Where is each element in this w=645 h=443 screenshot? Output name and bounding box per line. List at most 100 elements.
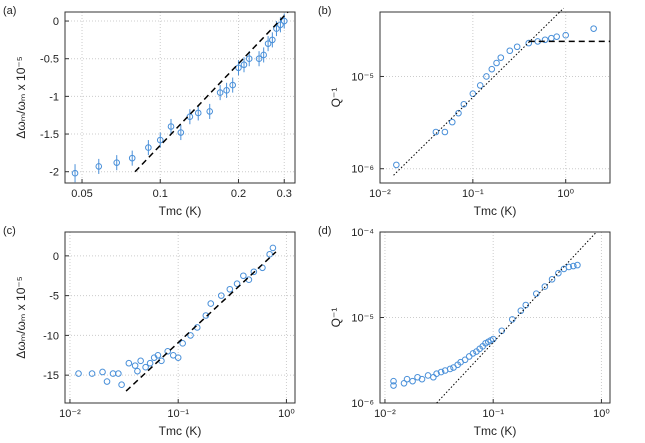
data-point bbox=[390, 382, 397, 389]
data-point bbox=[167, 123, 175, 130]
data-point bbox=[424, 372, 432, 379]
data-point bbox=[400, 379, 408, 387]
data-point bbox=[255, 55, 263, 63]
data-point bbox=[570, 262, 577, 270]
panel-label: (d) bbox=[318, 225, 331, 237]
data-point bbox=[71, 169, 79, 177]
x-tick-label: 10⁻² bbox=[369, 188, 391, 200]
data-point bbox=[137, 357, 144, 365]
data-point bbox=[233, 280, 241, 287]
data-point bbox=[541, 283, 549, 290]
data-point bbox=[403, 375, 411, 383]
data-point bbox=[393, 161, 400, 169]
data-point bbox=[409, 377, 416, 385]
data-point bbox=[223, 87, 230, 94]
y-axis-label: Q⁻¹ bbox=[329, 88, 343, 108]
data-point bbox=[488, 65, 496, 73]
data-point bbox=[156, 136, 164, 144]
y-tick-label: -1 bbox=[49, 91, 59, 103]
y-tick-label: 10⁻⁶ bbox=[351, 398, 374, 410]
data-point bbox=[269, 36, 276, 44]
data-point bbox=[240, 272, 247, 280]
panel-label: (b) bbox=[318, 5, 331, 17]
data-point bbox=[465, 353, 473, 360]
data-point bbox=[448, 118, 456, 126]
fit-line bbox=[393, 7, 564, 176]
data-point bbox=[240, 61, 248, 69]
data-point bbox=[226, 285, 234, 293]
axes-box bbox=[379, 11, 611, 184]
data-point bbox=[555, 269, 562, 277]
x-tick-label: 10⁰ bbox=[557, 188, 574, 200]
data-point bbox=[590, 25, 597, 32]
data-point bbox=[513, 43, 521, 51]
x-tick-label: 0.1 bbox=[153, 188, 168, 200]
data-point bbox=[441, 128, 449, 136]
data-point bbox=[553, 33, 561, 40]
data-point bbox=[125, 359, 133, 367]
fit-line bbox=[134, 11, 289, 173]
data-point bbox=[280, 17, 288, 25]
data-point bbox=[206, 108, 214, 115]
y-tick-label: 0 bbox=[53, 16, 59, 28]
data-point bbox=[187, 332, 194, 339]
data-point bbox=[115, 370, 122, 377]
data-point bbox=[460, 100, 468, 108]
data-point bbox=[131, 362, 139, 369]
data-point bbox=[174, 354, 182, 361]
y-tick-label: 10⁻⁴ bbox=[351, 227, 374, 239]
data-point bbox=[476, 82, 484, 89]
data-point bbox=[489, 335, 497, 343]
x-axis-label: Tmc (K) bbox=[159, 424, 202, 438]
data-point bbox=[164, 348, 172, 355]
data-point bbox=[455, 109, 462, 117]
x-tick-label: 10⁻² bbox=[59, 408, 81, 420]
y-tick-label: 10⁻⁵ bbox=[351, 71, 374, 83]
data-point bbox=[245, 55, 253, 63]
data-point bbox=[202, 312, 210, 319]
data-point bbox=[532, 290, 540, 297]
data-point bbox=[207, 300, 215, 307]
data-point bbox=[217, 292, 225, 299]
y-tick-label: 0 bbox=[53, 251, 59, 263]
data-point bbox=[103, 378, 111, 385]
data-point bbox=[179, 340, 186, 347]
data-point bbox=[75, 370, 82, 377]
data-point bbox=[565, 263, 573, 271]
y-axis-label: Δωₘ/ωₘ x 10⁻⁵ bbox=[14, 56, 28, 138]
x-tick-label: 10⁻¹ bbox=[482, 408, 504, 420]
axes-box bbox=[64, 11, 296, 184]
data-point bbox=[154, 351, 162, 359]
data-point bbox=[145, 144, 152, 151]
data-point bbox=[437, 368, 445, 376]
y-tick-label: -10 bbox=[43, 330, 59, 342]
y-axis-label: Q⁻¹ bbox=[329, 308, 343, 328]
x-axis-label: Tmc (K) bbox=[474, 204, 517, 218]
fit-line bbox=[125, 251, 277, 392]
panel-label: (a) bbox=[3, 5, 16, 17]
data-point bbox=[142, 363, 149, 371]
data-point bbox=[469, 350, 477, 357]
data-point bbox=[277, 21, 284, 29]
y-tick-label: 10⁻⁶ bbox=[351, 164, 374, 176]
axes-box bbox=[64, 231, 296, 404]
axes-box bbox=[379, 231, 611, 404]
data-point bbox=[128, 154, 136, 162]
y-axis-label: Δωₘ/ωₘ x 10⁻⁵ bbox=[14, 276, 28, 358]
data-point bbox=[118, 381, 125, 389]
data-point bbox=[250, 268, 258, 276]
y-tick-label: -0.5 bbox=[40, 54, 59, 66]
x-tick-label: 10⁰ bbox=[593, 408, 610, 420]
data-point bbox=[506, 47, 514, 55]
x-tick-label: 10⁻² bbox=[374, 408, 396, 420]
data-point bbox=[229, 81, 236, 89]
data-point bbox=[418, 375, 426, 383]
data-point bbox=[432, 128, 440, 136]
data-point bbox=[493, 59, 500, 67]
data-point bbox=[574, 261, 581, 269]
data-point bbox=[134, 367, 141, 375]
x-tick-label: 0.2 bbox=[231, 188, 246, 200]
data-point bbox=[273, 25, 280, 32]
x-tick-label: 10⁰ bbox=[278, 408, 295, 420]
